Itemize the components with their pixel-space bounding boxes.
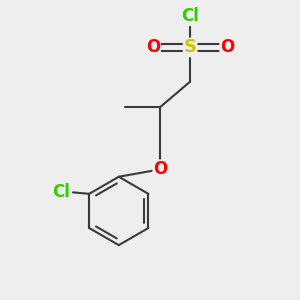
Text: O: O (220, 38, 234, 56)
Text: O: O (153, 160, 167, 178)
Text: Cl: Cl (52, 183, 70, 201)
Text: S: S (184, 38, 196, 56)
Text: O: O (146, 38, 160, 56)
Text: Cl: Cl (181, 7, 199, 25)
